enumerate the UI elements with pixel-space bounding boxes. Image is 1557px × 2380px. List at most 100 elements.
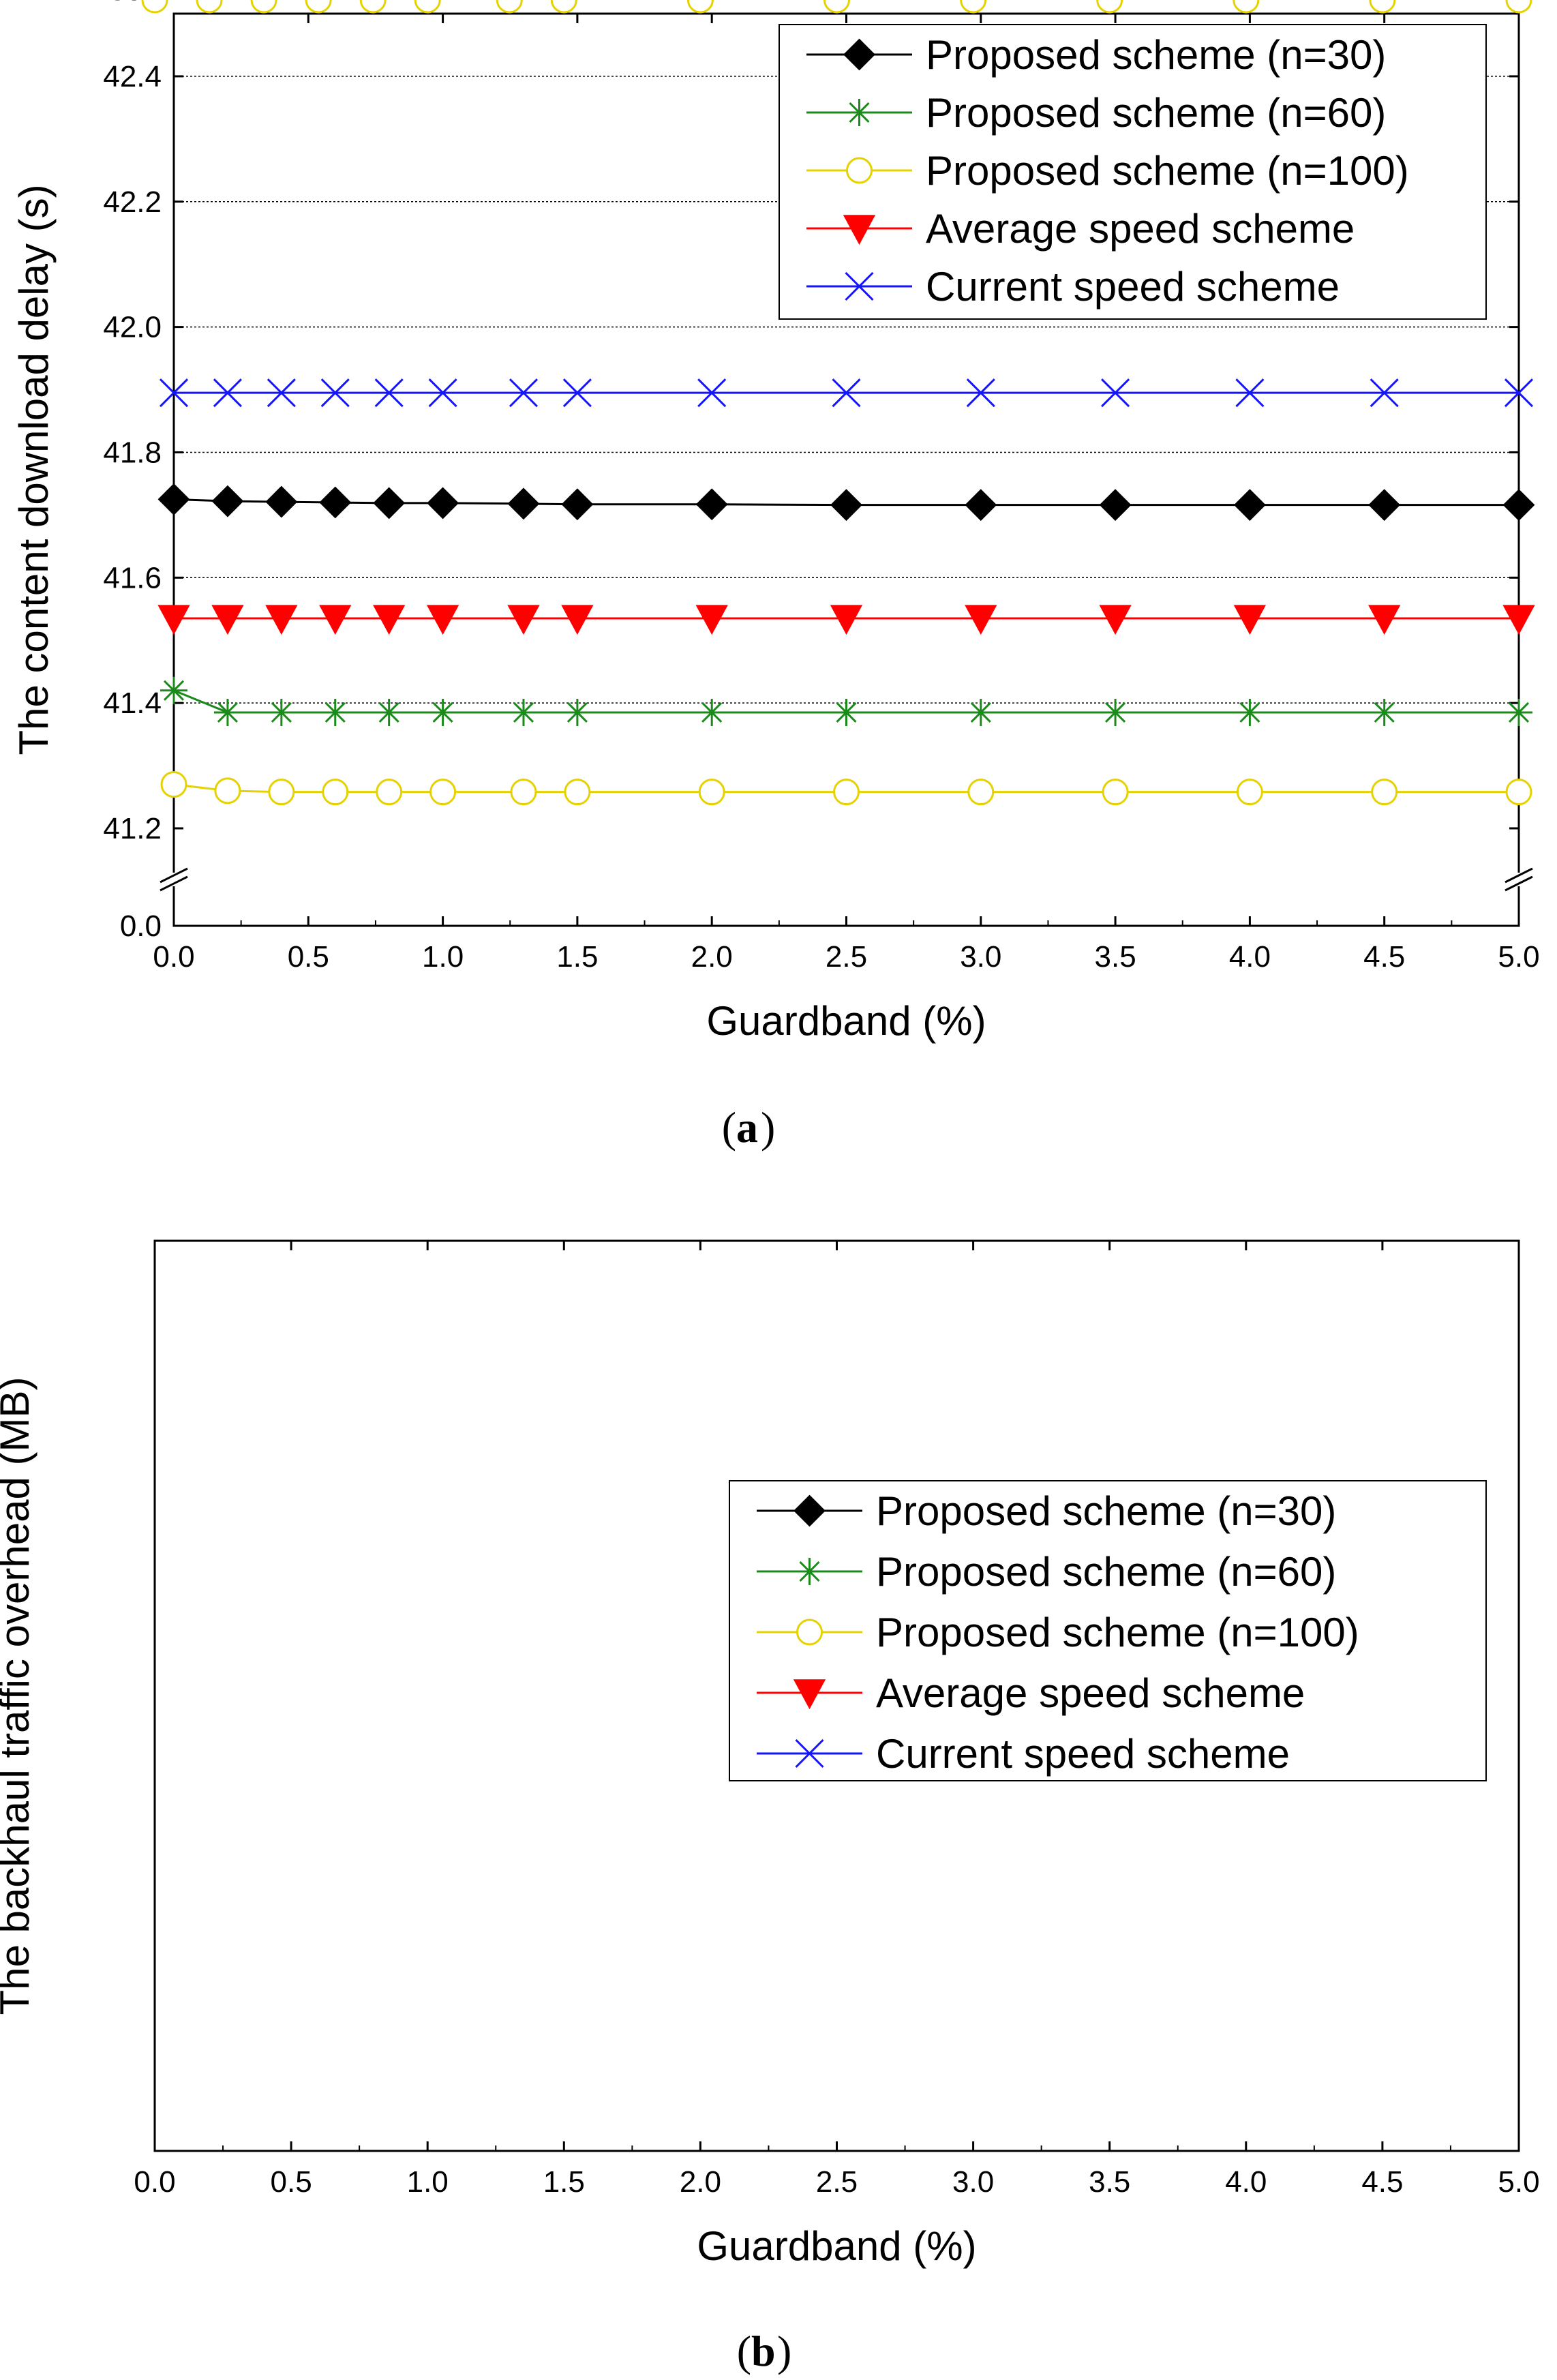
legend-marker [793,1494,826,1527]
data-point [1236,779,1263,806]
data-point [561,605,594,635]
data-point [320,378,350,408]
data-point [376,779,403,806]
x-tick-label: 1.0 [422,940,464,974]
data-point [157,483,190,515]
data-point [507,605,540,635]
legend-marker [796,1618,823,1646]
data-point [833,779,860,806]
data-point [830,489,862,522]
data-point [321,698,349,726]
data-point [1505,0,1532,14]
data-point [830,605,863,635]
data-point [211,605,244,635]
data-point [1099,489,1132,522]
x-tick-label: 3.0 [960,940,1001,974]
x-tick-label: 2.5 [826,940,867,974]
data-point [1102,698,1130,726]
data-point [1096,0,1123,14]
data-point [373,487,406,519]
data-point [1502,489,1535,522]
legend-marker [843,38,875,71]
legend-label: Proposed scheme (n=30) [926,32,1386,78]
data-point [1233,0,1260,14]
data-point [157,605,190,635]
data-point [1236,698,1264,726]
data-point [267,698,295,726]
data-point [967,698,995,726]
data-point [359,0,387,14]
legend: Proposed scheme (n=30) Proposed scheme (n… [729,1480,1487,1781]
y-tick-label: 0 [126,0,142,7]
data-point [1505,779,1532,806]
y-tick-label: 42.4 [103,60,162,93]
x-tick-label: 5.0 [1498,940,1539,974]
data-point [426,605,459,635]
data-point [966,378,995,408]
y-tick-label: 10 [109,0,142,7]
x-tick-label: 1.5 [556,940,598,974]
x-tick-label: 0.0 [134,2165,175,2199]
legend-marker [843,215,876,245]
x-tick-label: 1.5 [543,2165,585,2199]
x-axis-title: Guardband (%) [697,2223,976,2269]
data-point [823,0,850,14]
data-point [375,698,403,726]
legend-label: Proposed scheme (n=30) [876,1488,1336,1534]
legend-label: Proposed scheme (n=60) [926,90,1386,136]
data-point [1369,0,1396,14]
y-axis-title: The content download delay (s) [11,184,57,755]
x-tick-label: 3.0 [952,2165,994,2199]
data-point [550,0,577,14]
data-point [510,779,537,806]
y-tick-label: 20 [109,0,142,7]
legend-marker [795,1738,824,1768]
legend-label: Average speed scheme [876,1670,1305,1716]
data-point [1368,605,1401,635]
data-point [1504,378,1534,408]
x-tick-label: 4.0 [1225,2165,1267,2199]
legend-label: Current speed scheme [876,1731,1290,1777]
data-point [374,378,404,408]
x-tick-label: 2.0 [680,2165,721,2199]
x-tick-label: 4.0 [1229,940,1271,974]
data-point [507,487,540,520]
y-tick-label: 40 [109,0,142,7]
data-point [832,378,861,408]
legend-marker [793,1679,826,1710]
y-tick-label: 41.6 [103,561,162,594]
data-point [265,605,298,635]
legend-box [729,1480,1487,1781]
data-point [429,698,457,726]
legend-marker [796,1558,823,1585]
data-point [428,378,457,408]
data-point [429,779,457,806]
data-point [322,779,349,806]
x-tick-label: 2.5 [816,2165,858,2199]
data-point [265,485,298,518]
x-tick-label: 2.0 [691,940,733,974]
data-point [250,0,277,14]
x-tick-label: 1.0 [407,2165,449,2199]
panel-a-chart: 0.0 0.5 1.0 1.5 2.0 2.5 3.0 3.5 4.0 4.5 5.0 41.2 41.… [11,12,1540,1044]
data-point [211,485,244,517]
data-point [509,378,539,408]
data-point [686,0,714,14]
x-tick-label: 0.5 [288,940,329,974]
data-point [695,488,728,521]
x-tick-label: 0.0 [153,940,194,974]
data-point [1370,698,1398,726]
data-point [1233,489,1266,522]
data-point [509,698,537,726]
data-point [1102,779,1129,806]
panel-b-caption: b [751,2327,776,2375]
data-point [373,605,406,635]
legend-label: Proposed scheme (n=100) [876,1610,1359,1655]
legend-label: Proposed scheme (n=100) [926,148,1409,194]
legend-label: Proposed scheme (n=60) [876,1549,1336,1595]
data-point [1101,378,1130,408]
data-point [960,0,987,14]
x-axis-title: Guardband (%) [706,998,986,1044]
panel-a-caption-close: ) [761,1103,775,1151]
data-point [832,698,860,726]
